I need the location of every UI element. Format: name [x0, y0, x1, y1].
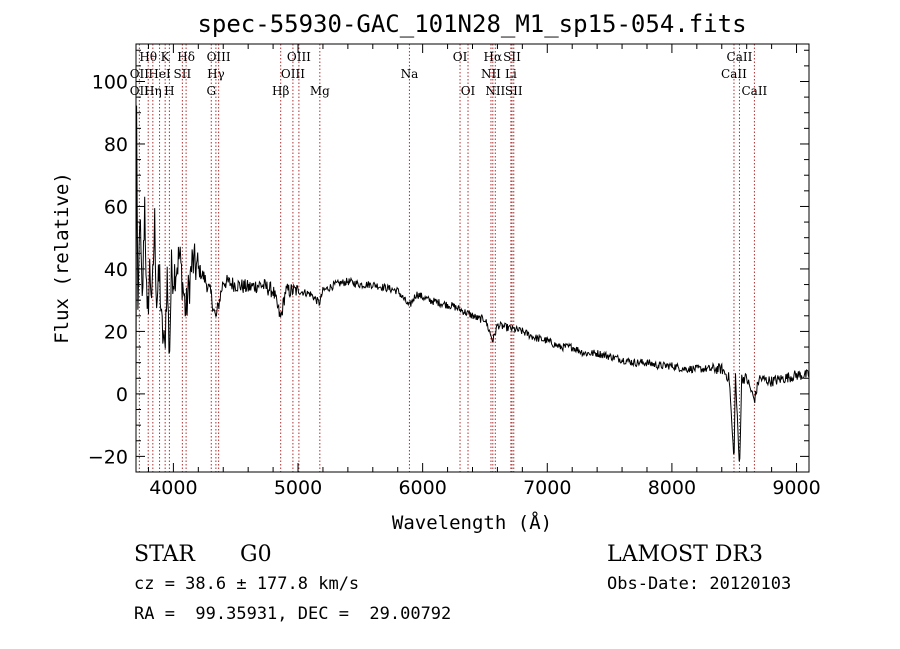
survey-name: LAMOST DR3: [607, 542, 763, 567]
emission-line-label: OI: [453, 50, 468, 64]
spectrum-line: [135, 105, 810, 462]
y-tick-label: 100: [92, 71, 128, 93]
x-tick-label: 4000: [149, 477, 197, 499]
emission-line-label: SII: [503, 50, 521, 64]
emission-line-labels: OIIOIIHθHηHeIKHSIIHδGHγOIIIHβOIIIOIIIMgN…: [130, 50, 768, 98]
y-tick-label: 60: [104, 196, 128, 218]
emission-line-label: SII: [505, 84, 523, 98]
y-tick-label: 80: [104, 134, 128, 156]
emission-line-label: Li: [505, 67, 517, 81]
emission-line-label: CaII: [727, 50, 753, 64]
emission-line-label: OII: [130, 84, 150, 98]
emission-line-label: OIII: [207, 50, 231, 64]
emission-line-label: Na: [401, 67, 419, 81]
object-subclass: G0: [240, 542, 272, 567]
emission-line-markers: [138, 44, 755, 472]
coordinates: RA = 99.35931, DEC = 29.00792: [134, 604, 451, 624]
emission-line-label: Hη: [144, 84, 162, 98]
emission-line-label: Mg: [310, 84, 330, 98]
emission-line-label: OIII: [281, 67, 305, 81]
emission-line-label: Hβ: [272, 84, 289, 98]
y-axis: −20 0 20 40 60 80 100: [88, 49, 809, 468]
emission-line-label: NII: [481, 67, 501, 81]
emission-line-label: SII: [174, 67, 192, 81]
emission-line-label: OII: [130, 67, 150, 81]
emission-line-label: OI: [461, 84, 476, 98]
chart-title: spec-55930-GAC_101N28_M1_sp15-054.fits: [197, 10, 746, 38]
emission-line-label: NII: [485, 84, 505, 98]
y-tick-label: 40: [104, 259, 128, 281]
x-tick-label: 9000: [772, 477, 820, 499]
emission-line-label: Hδ: [177, 50, 195, 64]
x-tick-label: 5000: [274, 477, 322, 499]
x-axis-label: Wavelength (Å): [392, 511, 552, 534]
emission-line-label: Hα: [484, 50, 503, 64]
y-tick-label: 0: [116, 384, 128, 406]
emission-line-label: Hθ: [139, 50, 157, 64]
emission-line-label: H: [164, 84, 174, 98]
y-tick-label: −20: [88, 446, 128, 468]
plot-frame: [135, 43, 810, 473]
y-tick-label: 20: [104, 321, 128, 343]
emission-line-label: HeI: [148, 67, 171, 81]
obs-date: Obs-Date: 20120103: [607, 574, 791, 594]
emission-line-label: K: [161, 50, 171, 64]
object-class: STAR: [134, 542, 196, 567]
y-axis-label: Flux (relative): [51, 172, 73, 344]
redshift-text: cz = 38.6 ± 177.8 km/s: [134, 574, 359, 594]
spectrum-series: [135, 105, 810, 462]
emission-line-label: CaII: [741, 84, 767, 98]
x-tick-label: 6000: [398, 477, 446, 499]
emission-line-label: G: [206, 84, 216, 98]
emission-line-label: CaII: [721, 67, 747, 81]
x-tick-label: 7000: [523, 477, 571, 499]
x-axis: 4000 5000 6000 7000 8000 9000: [147, 44, 821, 499]
emission-line-label: Hγ: [207, 67, 225, 81]
emission-line-label: OIII: [287, 50, 311, 64]
x-tick-label: 8000: [648, 477, 696, 499]
